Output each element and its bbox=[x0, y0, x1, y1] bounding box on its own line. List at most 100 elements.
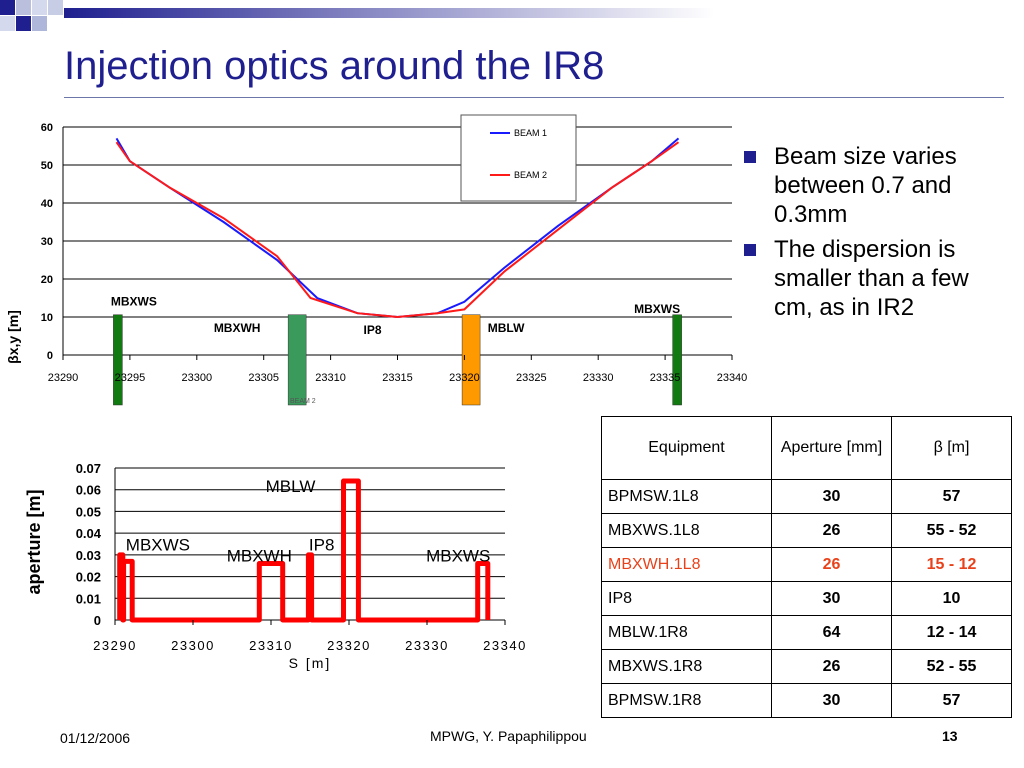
beta-xtick-label: 23340 bbox=[717, 372, 748, 384]
slide-title: Injection optics around the IR8 bbox=[64, 44, 605, 88]
cell-aperture: 26 bbox=[771, 513, 892, 548]
aperture-xtick-label: 23290 bbox=[93, 638, 137, 653]
aperture-ytick-label: 0 bbox=[94, 613, 101, 628]
aperture-ytick-label: 0.04 bbox=[76, 526, 102, 541]
magnet-mbxws-box bbox=[113, 314, 123, 406]
aperture-ytick-label: 0.02 bbox=[76, 570, 101, 585]
cell-equipment: MBXWS.1L8 bbox=[601, 513, 772, 548]
beta-ytick-label: 30 bbox=[41, 236, 53, 248]
beta-ytick-label: 20 bbox=[41, 274, 53, 286]
cell-aperture: 30 bbox=[771, 683, 892, 718]
cell-beta: 55 - 52 bbox=[891, 513, 1012, 548]
equipment-table: Equipment Aperture [mm] β [m] BPMSW.1L8 3… bbox=[601, 416, 1012, 718]
footer-author: MPWG, Y. Papaphilippou bbox=[430, 728, 587, 744]
beta-chart-elements: MBXWS MBXWH IP8 MBLW MBXWS bbox=[111, 295, 682, 406]
aperture-element-label: MBXWH bbox=[227, 546, 292, 565]
cell-aperture: 64 bbox=[771, 615, 892, 650]
beta-xtick-label: 23325 bbox=[516, 372, 547, 384]
beta-chart-axes: 0 10 20 30 40 50 60 23290 23295 23300 23305 23310 23… bbox=[41, 122, 748, 384]
aperture-chart: 0 0.01 0.02 0.03 0.04 0.05 0.06 0.07 23290 23300 2… bbox=[24, 461, 526, 671]
cell-equipment: MBXWH.1L8 bbox=[601, 547, 772, 582]
aperture-xtick-label: 23330 bbox=[405, 638, 449, 653]
beta-ytick-label: 40 bbox=[41, 198, 53, 210]
cell-equipment: MBXWS.1R8 bbox=[601, 649, 772, 684]
beta-xtick-label: 23335 bbox=[650, 372, 681, 384]
magnet-label: MBXWS bbox=[111, 295, 157, 309]
beta-ytick-label: 10 bbox=[41, 312, 53, 324]
cell-aperture: 26 bbox=[771, 547, 892, 582]
cell-aperture: 30 bbox=[771, 479, 892, 514]
magnet-mbxwh-box bbox=[287, 314, 307, 406]
table-row: MBXWS.1L8 26 55 - 52 bbox=[601, 513, 1012, 548]
table-row: BPMSW.1R8 30 57 bbox=[601, 683, 1012, 718]
beta-chart-ylabel: βx,y [m] bbox=[5, 310, 21, 364]
beta-xtick-label: 23305 bbox=[248, 372, 279, 384]
aperture-series-1 bbox=[117, 478, 491, 623]
cell-beta: 12 - 14 bbox=[891, 615, 1012, 650]
beta-xtick-label: 23290 bbox=[48, 372, 79, 384]
legend-beam1-label: BEAM 1 bbox=[514, 128, 547, 138]
aperture-xtick-label: 23300 bbox=[171, 638, 215, 653]
aperture-ytick-label: 0.06 bbox=[76, 483, 101, 498]
aperture-element-label: MBLW bbox=[266, 477, 316, 496]
aperture-element-label: IP8 bbox=[309, 536, 335, 555]
table-row: MBXWS.1R8 26 52 - 55 bbox=[601, 649, 1012, 684]
legend-beam2-label: BEAM 2 bbox=[514, 170, 547, 180]
cell-aperture: 26 bbox=[771, 649, 892, 684]
square-bullet-icon bbox=[744, 244, 756, 256]
table-row: IP8 30 10 bbox=[601, 581, 1012, 616]
square-bullet-icon bbox=[744, 151, 756, 163]
aperture-ytick-label: 0.07 bbox=[76, 461, 101, 476]
beta-xtick-label: 23295 bbox=[115, 372, 146, 384]
table-row: BPMSW.1L8 30 57 bbox=[601, 479, 1012, 514]
cell-aperture: 30 bbox=[771, 581, 892, 616]
aperture-element-label: MBXWS bbox=[426, 546, 490, 565]
beta-ytick-label: 60 bbox=[41, 122, 53, 134]
aperture-chart-series bbox=[117, 478, 491, 623]
cell-equipment: BPMSW.1L8 bbox=[601, 479, 772, 514]
magnet-label: MBLW bbox=[488, 321, 525, 335]
cell-beta: 57 bbox=[891, 479, 1012, 514]
footer-date: 01/12/2006 bbox=[60, 730, 131, 746]
aperture-chart-ylabel: aperture [m] bbox=[24, 489, 44, 594]
aperture-element-label: MBXWS bbox=[126, 536, 190, 555]
beta-xtick-label: 23320 bbox=[449, 372, 480, 384]
bullet-text: The dispersion is smaller than a few cm,… bbox=[774, 236, 969, 321]
table-row-highlighted: MBXWH.1L8 26 15 - 12 bbox=[601, 547, 1012, 582]
table-row: MBLW.1R8 64 12 - 14 bbox=[601, 615, 1012, 650]
magnet-label: MBXWS bbox=[634, 302, 680, 316]
beta-ytick-label: 0 bbox=[47, 350, 53, 362]
footer-page-number: 13 bbox=[942, 728, 958, 744]
beta-xtick-label: 23315 bbox=[382, 372, 413, 384]
beta-ytick-label: 50 bbox=[41, 160, 53, 172]
bullet-list: Beam size varies between 0.7 and 0.3mm T… bbox=[742, 142, 1012, 328]
cell-beta: 10 bbox=[891, 581, 1012, 616]
cell-beta: 15 - 12 bbox=[891, 547, 1012, 582]
cell-equipment: IP8 bbox=[601, 581, 772, 616]
aperture-ytick-label: 0.01 bbox=[76, 591, 101, 606]
beta-xtick-label: 23300 bbox=[182, 372, 213, 384]
aperture-xtick-label: 23320 bbox=[327, 638, 371, 653]
magnet-mbxws-box bbox=[672, 314, 682, 406]
header-equipment: Equipment bbox=[601, 416, 772, 480]
cell-equipment: BPMSW.1R8 bbox=[601, 683, 772, 718]
magnet-label: IP8 bbox=[363, 323, 381, 337]
aperture-chart-axes: 0 0.01 0.02 0.03 0.04 0.05 0.06 0.07 23290 23300 2… bbox=[76, 461, 526, 653]
table-header-row: Equipment Aperture [mm] β [m] bbox=[601, 416, 1012, 480]
beta-chart-series bbox=[115, 137, 680, 319]
beta-function-chart: MBXWS MBXWH IP8 MBLW MBXWS 0 10 20 30 40 50 60 2329… bbox=[5, 114, 748, 406]
bullet-item: The dispersion is smaller than a few cm,… bbox=[742, 235, 1012, 322]
beta-chart-grid bbox=[63, 126, 732, 356]
beta-series-2 bbox=[115, 141, 680, 319]
cell-equipment: MBLW.1R8 bbox=[601, 615, 772, 650]
beta-xtick-label: 23310 bbox=[315, 372, 346, 384]
cell-beta: 52 - 55 bbox=[891, 649, 1012, 684]
aperture-chart-xlabel: S [m] bbox=[289, 655, 332, 671]
beta-xtick-label: 23330 bbox=[583, 372, 614, 384]
magnet-label: MBXWH bbox=[214, 321, 261, 335]
aperture-chart-annotations: MBXWS MBXWH IP8 MBLW MBXWS bbox=[126, 477, 491, 565]
aperture-ytick-label: 0.05 bbox=[76, 504, 101, 519]
beta-chart-legend: BEAM 1 BEAM 2 bbox=[460, 114, 577, 202]
legend-box bbox=[460, 114, 577, 202]
title-divider bbox=[64, 97, 1004, 98]
